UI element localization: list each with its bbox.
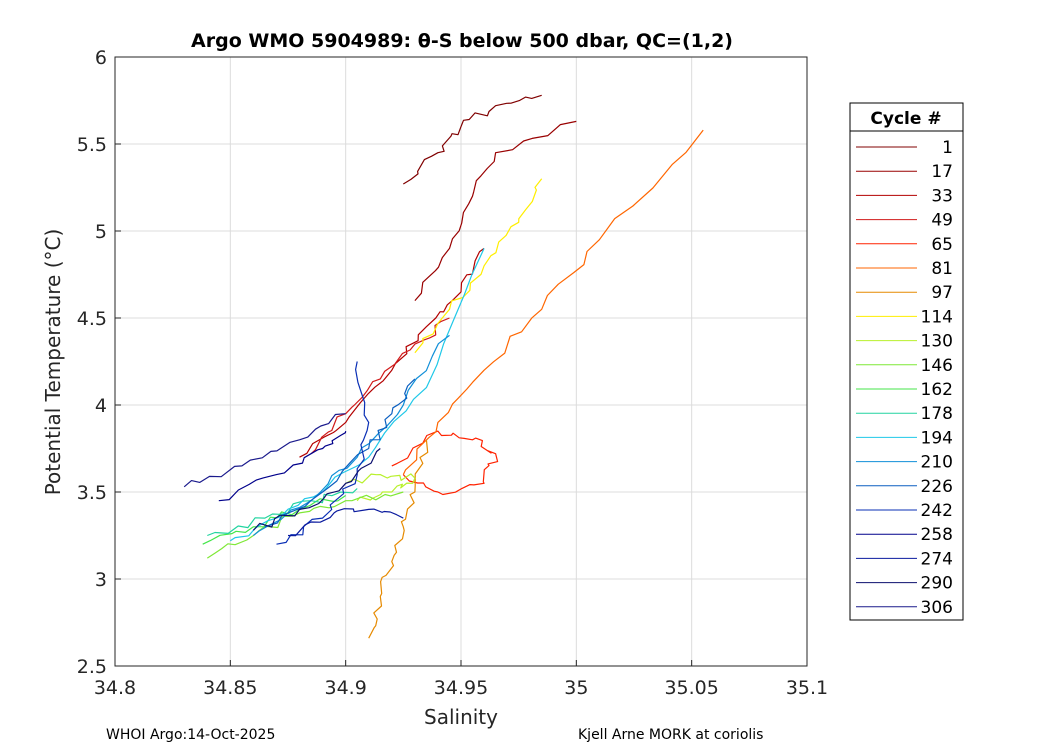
legend-label: 114	[921, 307, 953, 327]
series-line-cycle-258	[218, 430, 347, 502]
legend-label: 33	[931, 186, 953, 206]
legend: Cycle # 1 17 33 49 65 81 97 114 130 146 162 178 194 2…	[849, 102, 964, 621]
y-tick-label: 3.5	[77, 482, 107, 504]
legend-label: 226	[921, 477, 953, 497]
legend-label: 178	[921, 404, 953, 424]
legend-label: 97	[931, 283, 953, 303]
legend-label: 17	[931, 162, 953, 182]
series-line-cycle-130	[345, 473, 416, 502]
y-axis-label: Potential Temperature (°C)	[41, 229, 65, 496]
series-line-cycle-274	[287, 508, 404, 537]
grid	[114, 56, 808, 667]
x-tick-label: 34.95	[434, 677, 488, 699]
x-tick-label: 35.1	[786, 677, 828, 699]
x-tick-label: 34.85	[203, 677, 257, 699]
legend-label: 290	[921, 574, 953, 594]
legend-label: 49	[931, 211, 953, 231]
legend-label: 274	[921, 549, 953, 569]
series-line-cycle-242	[276, 361, 370, 545]
series-line-cycle-146	[206, 491, 404, 559]
x-tick-label: 35	[564, 677, 588, 699]
series-line-cycle-226	[264, 378, 416, 528]
series-line-cycle-49	[310, 317, 450, 455]
footer-date: WHOI Argo:14-Oct-2025	[106, 727, 276, 743]
series-line-cycle-210	[253, 334, 450, 536]
y-tick-label: 4.5	[77, 308, 107, 330]
legend-label: 242	[921, 501, 953, 521]
y-tick-label: 6	[95, 47, 107, 69]
legend-label: 81	[931, 259, 953, 279]
series-line-cycle-65	[391, 430, 499, 496]
legend-label: 1	[942, 138, 953, 158]
y-tick-label: 5.5	[77, 134, 107, 156]
series-line-cycle-81	[402, 129, 704, 475]
x-tick-label: 34.9	[325, 677, 367, 699]
series-line-cycle-194	[229, 248, 485, 542]
legend-label: 210	[921, 453, 953, 473]
footer-author: Kjell Arne MORK at coriolis	[578, 727, 764, 743]
legend-label: 130	[921, 332, 953, 352]
x-axis-label: Salinity	[424, 705, 498, 729]
y-tick-label: 2.5	[77, 656, 107, 678]
series-line-cycle-17	[414, 120, 577, 301]
y-tick-label: 5	[95, 221, 107, 243]
series-line-cycle-1	[402, 94, 542, 185]
legend-label: 146	[921, 356, 953, 376]
series-line-cycle-114	[414, 178, 543, 354]
chart-title: Argo WMO 5904989: θ-S below 500 dbar, QC…	[191, 30, 733, 52]
legend-label: 65	[931, 235, 953, 255]
tick-labels: 34.8 34.85 34.9 34.95 35 35.05 35.1 2.5 3 3.5 4 4.5…	[77, 47, 828, 699]
legend-label: 306	[921, 598, 953, 618]
legend-label: 194	[921, 428, 953, 448]
series-line-cycle-33	[299, 247, 485, 458]
y-tick-label: 4	[95, 395, 107, 417]
legend-items: 1 17 33 49 65 81 97 114 130 146 162 178 194 210 226 242…	[856, 138, 953, 618]
series-line-cycle-97	[368, 439, 429, 639]
y-tick-label: 3	[95, 569, 107, 591]
series-line-cycle-306	[183, 413, 346, 488]
legend-label: 162	[921, 380, 953, 400]
series-line-cycle-290	[252, 448, 381, 531]
x-tick-label: 35.05	[664, 677, 718, 699]
x-tick-label: 34.8	[94, 677, 136, 699]
series-lines	[183, 94, 704, 639]
legend-label: 258	[921, 525, 953, 545]
legend-title: Cycle #	[870, 109, 941, 129]
